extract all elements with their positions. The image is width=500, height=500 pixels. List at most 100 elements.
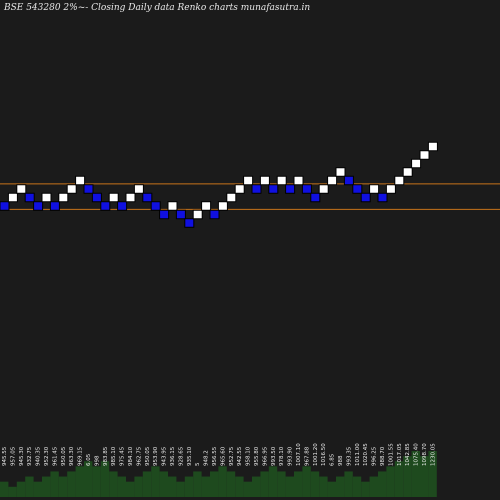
brick-blue <box>150 201 161 211</box>
volume-labels: 945.55 957.05 945.30 932.75 940.35 952.30 961.… <box>2 443 436 466</box>
volume-label: 1098.70 <box>422 443 428 466</box>
brick-white <box>108 192 119 203</box>
volume-label: 928.65 <box>178 446 184 466</box>
volume-bar <box>184 476 194 497</box>
volume-label: 969.15 <box>78 446 84 466</box>
volume-label: 1017.05 <box>397 443 403 466</box>
volume-label: 945.55 <box>2 446 8 466</box>
brick-white <box>335 167 346 177</box>
volume-label: 984.10 <box>128 446 134 466</box>
volume-bar <box>0 481 9 497</box>
brick-white <box>75 175 86 186</box>
volume-bar <box>50 471 59 497</box>
brick-blue <box>268 184 279 194</box>
brick-blue <box>159 209 170 220</box>
volume-label: 975.45 <box>120 446 126 466</box>
volume-label: 1075.40 <box>414 443 420 466</box>
volume-label: 952.75 <box>229 446 235 466</box>
volume-bar <box>294 471 303 497</box>
volume-label: 998 <box>94 455 100 466</box>
volume-bar <box>193 471 202 497</box>
brick-blue <box>0 201 10 211</box>
brick-white <box>234 184 245 194</box>
volume-bar <box>403 456 412 497</box>
volume-bar <box>361 481 370 497</box>
volume-bar <box>84 461 93 497</box>
brick-blue <box>209 209 220 220</box>
volume-bar <box>243 481 252 497</box>
brick-white <box>41 192 52 203</box>
volume-bar <box>285 476 294 497</box>
volume-bar <box>92 466 101 497</box>
brick-white <box>7 192 18 203</box>
brick-blue <box>310 192 321 203</box>
volume-label: 952.30 <box>44 446 50 466</box>
brick-white <box>394 175 405 186</box>
volume-label: 6.85 <box>330 453 336 466</box>
volume-bar <box>394 461 404 497</box>
volume-bar <box>302 466 311 497</box>
volume-bar <box>16 481 26 497</box>
volume-bar <box>109 471 118 497</box>
brick-white <box>385 184 396 194</box>
volume-bar <box>310 471 320 497</box>
brick-blue <box>33 201 44 211</box>
brick-blue <box>49 201 60 211</box>
volume-bar <box>319 476 328 497</box>
volume-label: 1001.20 <box>313 443 319 466</box>
volume-label: 988.70 <box>380 446 386 466</box>
volume-bar <box>226 471 236 497</box>
brick-blue <box>91 192 102 203</box>
brick-white <box>276 175 287 186</box>
volume-label: 985.10 <box>111 446 117 466</box>
volume-bar <box>33 481 42 497</box>
brick-white <box>226 192 237 203</box>
volume-bar <box>277 471 286 497</box>
brick-white <box>327 175 338 186</box>
brick-blue <box>251 184 262 194</box>
chart-title: BSE 543280 2%~- Closing Daily data Renko… <box>4 3 311 13</box>
brick-blue <box>142 192 153 203</box>
volume-bar <box>420 456 429 497</box>
volume-bar <box>134 476 143 497</box>
volume-label: 996.25 <box>372 446 378 466</box>
brick-white <box>293 175 304 186</box>
renko-bricks <box>0 141 438 228</box>
volume-label: 932.75 <box>27 446 33 466</box>
brick-white <box>318 184 329 194</box>
brick-white <box>125 192 136 203</box>
volume-label: 961.45 <box>52 446 58 466</box>
brick-white <box>217 201 228 211</box>
volume-label: 953.90 <box>153 446 159 466</box>
volume-label: 957.05 <box>10 446 16 466</box>
volume-bar <box>378 471 387 497</box>
volume-bar <box>42 476 51 497</box>
brick-blue <box>184 218 195 228</box>
volume-label: 962.75 <box>136 446 142 466</box>
volume-label: 950.05 <box>61 446 67 466</box>
volume-label: 956.55 <box>212 446 218 466</box>
volume-label: 993.90 <box>288 446 294 466</box>
volume-label: 940.35 <box>36 446 42 466</box>
volume-label: 966.95 <box>262 446 268 466</box>
brick-white <box>369 184 380 194</box>
brick-white <box>66 184 77 194</box>
volume-bar <box>352 476 362 497</box>
volume-bar <box>411 451 420 497</box>
brick-blue <box>24 192 35 203</box>
volume-label: 1020.45 <box>363 443 369 466</box>
volume-bar <box>336 476 345 497</box>
brick-blue <box>352 184 363 194</box>
brick-white <box>427 141 438 152</box>
brick-white <box>243 175 254 186</box>
volume-bar <box>327 481 336 497</box>
volume-bar <box>218 466 227 497</box>
volume-bar <box>117 476 126 497</box>
volume-label: 983.85 <box>103 446 109 466</box>
volume-label: 1001.55 <box>388 443 394 466</box>
volume-bar <box>100 461 110 497</box>
brick-blue <box>285 184 296 194</box>
volume-bar <box>210 471 219 497</box>
volume-bar <box>159 471 168 497</box>
